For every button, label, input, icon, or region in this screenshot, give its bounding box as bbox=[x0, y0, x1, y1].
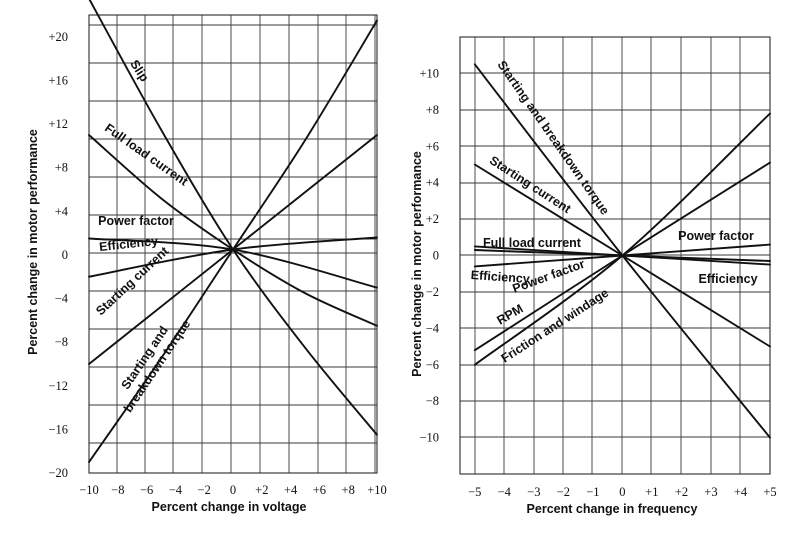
x-tick-label: −3 bbox=[527, 485, 540, 499]
x-tick-label: −8 bbox=[111, 483, 124, 497]
series-label-starting-current: Starting current bbox=[487, 153, 574, 216]
y-tick-label: −8 bbox=[426, 394, 439, 408]
x-tick-label: +8 bbox=[342, 483, 355, 497]
x-tick-label: +2 bbox=[255, 483, 268, 497]
y-tick-label: −8 bbox=[55, 335, 68, 349]
y-tick-label: −10 bbox=[419, 431, 439, 445]
series-label-efficiency: Efficiency bbox=[698, 272, 757, 286]
y-tick-label: +6 bbox=[426, 139, 439, 153]
x-tick-label: +6 bbox=[313, 483, 326, 497]
y-tick-label: 0 bbox=[62, 248, 68, 262]
y-tick-label: −16 bbox=[48, 422, 68, 436]
series-label-slip: Slip bbox=[127, 57, 151, 84]
series-label-efficiency: Efficiency bbox=[470, 268, 530, 286]
x-tick-label: −4 bbox=[169, 483, 183, 497]
series-line-starting-and-breakdown-torque bbox=[88, 19, 378, 464]
plot-frame bbox=[88, 14, 378, 474]
y-tick-label: −4 bbox=[55, 292, 69, 306]
frequency-chart: −10−8−6−4−20+2+4+6+8+10−5 −4 −3 −2 −1 0 +1 +2 +3… bbox=[410, 36, 777, 516]
y-tick-label: +8 bbox=[426, 103, 439, 117]
series-label-rpm: RPM bbox=[494, 302, 525, 328]
series-label-full-load-current: Full load current bbox=[102, 121, 191, 189]
y-tick-label: −2 bbox=[426, 285, 439, 299]
series-label-full-load-current: Full load current bbox=[483, 236, 582, 250]
y-tick-label: +2 bbox=[426, 212, 439, 226]
plot-frame bbox=[459, 36, 771, 475]
x-tick-label: −10 bbox=[79, 483, 99, 497]
y-axis-title: Percent change in motor performance bbox=[410, 151, 424, 377]
x-tick-label: +4 bbox=[734, 485, 748, 499]
x-tick-label: −5 bbox=[468, 485, 481, 499]
y-tick-label: +12 bbox=[48, 117, 68, 131]
y-tick-label: +10 bbox=[419, 66, 439, 80]
x-tick-label: −4 bbox=[498, 485, 512, 499]
x-tick-label: −2 bbox=[198, 483, 211, 497]
series-label-power-factor: Power factor bbox=[98, 214, 174, 228]
x-tick-label: +10 bbox=[367, 483, 387, 497]
y-tick-label: +20 bbox=[48, 30, 68, 44]
x-tick-label: +4 bbox=[284, 483, 298, 497]
grid bbox=[459, 36, 771, 475]
x-axis-title: Percent change in frequency bbox=[527, 502, 698, 516]
y-tick-label: 0 bbox=[433, 249, 439, 263]
x-tick-label: 0 bbox=[619, 485, 625, 499]
series-label-power-factor: Power factor bbox=[678, 229, 754, 243]
x-tick-label: +2 bbox=[675, 485, 688, 499]
y-tick-label: −4 bbox=[426, 321, 440, 335]
x-tick-label: +3 bbox=[704, 485, 717, 499]
y-tick-label: +8 bbox=[55, 161, 68, 175]
x-tick-label: 0 bbox=[230, 483, 236, 497]
y-tick-label: +4 bbox=[426, 176, 440, 190]
x-axis-title: Percent change in voltage bbox=[152, 500, 307, 514]
x-tick-label: +1 bbox=[645, 485, 658, 499]
y-tick-label: −6 bbox=[426, 358, 439, 372]
y-tick-label: −20 bbox=[48, 466, 68, 480]
x-tick-label: −1 bbox=[586, 485, 599, 499]
y-tick-label: +16 bbox=[48, 73, 68, 87]
y-axis-title: Percent change in motor performance bbox=[26, 129, 40, 355]
series-line-full-load-current bbox=[88, 134, 378, 327]
series-label-starting-and-breakdown-torque: Starting andbreakdown torque bbox=[109, 309, 194, 415]
grid bbox=[88, 14, 378, 474]
x-tick-label: −2 bbox=[557, 485, 570, 499]
series-label-efficiency: Efficiency bbox=[98, 234, 158, 254]
x-tick-label: −6 bbox=[140, 483, 153, 497]
x-tick-label: +5 bbox=[763, 485, 776, 499]
series-line-friction-and-windage bbox=[473, 112, 771, 366]
y-tick-label: +4 bbox=[55, 204, 69, 218]
y-tick-label: −12 bbox=[48, 379, 68, 393]
voltage-chart: −20−16−12−8−40+4+8+12+16+20−10 −8 −6 −4 −2 0 +… bbox=[26, 0, 387, 514]
